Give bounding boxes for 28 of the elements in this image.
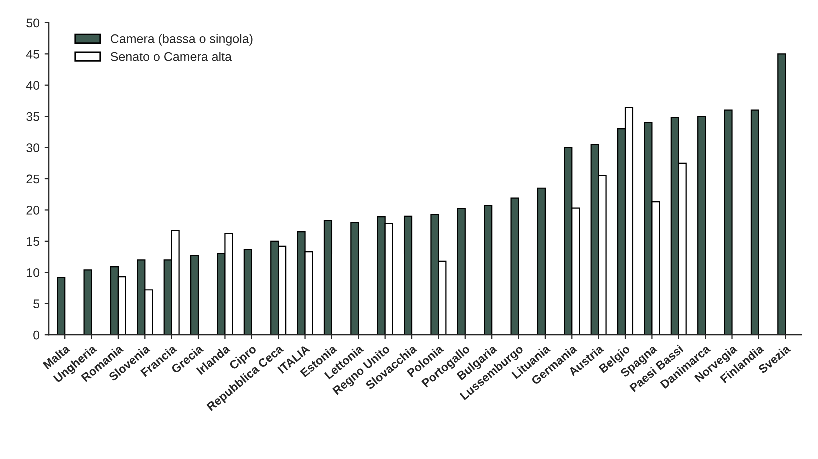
- y-tick-label: 10: [27, 268, 40, 278]
- y-tick-label: 45: [26, 50, 40, 59]
- bar: [724, 110, 733, 336]
- bar: [484, 205, 493, 336]
- bar: [537, 188, 546, 336]
- bar: [84, 270, 92, 336]
- bar: [57, 277, 66, 336]
- bar: [510, 198, 520, 336]
- y-tick-label: 15: [27, 237, 40, 246]
- bar: [778, 54, 786, 336]
- bar: [457, 208, 466, 336]
- bar: [190, 255, 200, 336]
- legend-label: Camera (bassa o singola): [111, 34, 253, 46]
- bar: [750, 110, 760, 336]
- y-tick-label: 40: [26, 81, 40, 90]
- y-tick-label: 50: [26, 18, 40, 28]
- legend-label: Senato o Camera alta: [110, 52, 232, 62]
- y-tick-label: 0: [34, 330, 40, 340]
- y-tick-label: 20: [26, 206, 40, 215]
- y-tick-label: 5: [34, 300, 40, 309]
- bar: [404, 216, 413, 336]
- bar: [698, 116, 706, 336]
- bar: [244, 248, 252, 336]
- bar: [324, 220, 333, 336]
- y-tick-label: 30: [26, 144, 40, 152]
- y-tick-label: 35: [26, 112, 40, 122]
- y-tick-label: 25: [26, 174, 40, 184]
- bar: [350, 222, 360, 336]
